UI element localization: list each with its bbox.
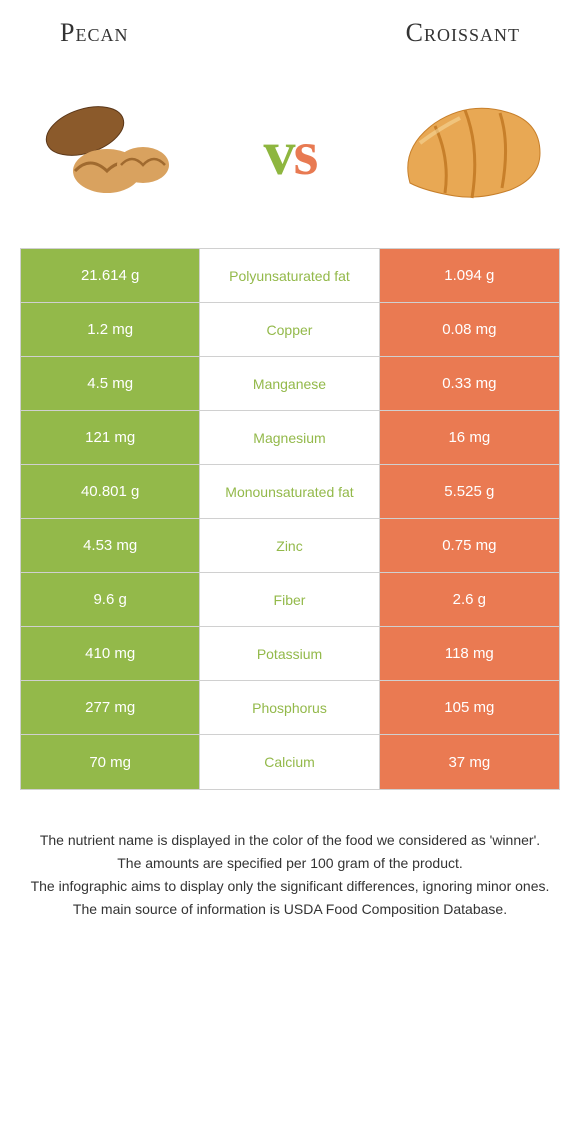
left-value: 277 mg [21, 681, 200, 734]
table-row: 4.5 mgManganese0.33 mg [21, 357, 559, 411]
nutrient-label: Monounsaturated fat [200, 465, 379, 518]
croissant-image [390, 83, 550, 223]
left-food-title: Pecan [60, 18, 128, 48]
table-row: 277 mgPhosphorus105 mg [21, 681, 559, 735]
footer-line: The infographic aims to display only the… [30, 876, 550, 897]
nutrient-label: Phosphorus [200, 681, 379, 734]
right-value: 5.525 g [380, 465, 559, 518]
left-value: 4.53 mg [21, 519, 200, 572]
footer-notes: The nutrient name is displayed in the co… [30, 830, 550, 920]
right-value: 1.094 g [380, 249, 559, 302]
table-row: 4.53 mgZinc0.75 mg [21, 519, 559, 573]
vs-s: s [294, 117, 317, 188]
right-value: 2.6 g [380, 573, 559, 626]
nutrient-label: Zinc [200, 519, 379, 572]
table-row: 410 mgPotassium118 mg [21, 627, 559, 681]
left-value: 121 mg [21, 411, 200, 464]
images-row: vs [0, 48, 580, 248]
table-row: 9.6 gFiber2.6 g [21, 573, 559, 627]
nutrient-label: Calcium [200, 735, 379, 789]
right-value: 16 mg [380, 411, 559, 464]
right-food-title: Croissant [406, 18, 520, 48]
left-value: 1.2 mg [21, 303, 200, 356]
right-value: 105 mg [380, 681, 559, 734]
table-row: 21.614 gPolyunsaturated fat1.094 g [21, 249, 559, 303]
nutrient-label: Polyunsaturated fat [200, 249, 379, 302]
left-value: 21.614 g [21, 249, 200, 302]
table-row: 70 mgCalcium37 mg [21, 735, 559, 789]
left-value: 9.6 g [21, 573, 200, 626]
nutrient-table: 21.614 gPolyunsaturated fat1.094 g1.2 mg… [20, 248, 560, 790]
nutrient-label: Copper [200, 303, 379, 356]
nutrient-label: Fiber [200, 573, 379, 626]
nutrient-label: Magnesium [200, 411, 379, 464]
right-value: 118 mg [380, 627, 559, 680]
left-value: 40.801 g [21, 465, 200, 518]
right-value: 0.08 mg [380, 303, 559, 356]
right-value: 0.75 mg [380, 519, 559, 572]
table-row: 1.2 mgCopper0.08 mg [21, 303, 559, 357]
left-value: 70 mg [21, 735, 200, 789]
table-row: 121 mgMagnesium16 mg [21, 411, 559, 465]
right-value: 37 mg [380, 735, 559, 789]
table-row: 40.801 gMonounsaturated fat5.525 g [21, 465, 559, 519]
left-value: 4.5 mg [21, 357, 200, 410]
vs-v: v [264, 117, 294, 188]
nutrient-label: Potassium [200, 627, 379, 680]
nutrient-label: Manganese [200, 357, 379, 410]
footer-line: The amounts are specified per 100 gram o… [30, 853, 550, 874]
header: Pecan Croissant [0, 0, 580, 48]
footer-line: The nutrient name is displayed in the co… [30, 830, 550, 851]
footer-line: The main source of information is USDA F… [30, 899, 550, 920]
vs-label: vs [264, 116, 317, 190]
left-value: 410 mg [21, 627, 200, 680]
right-value: 0.33 mg [380, 357, 559, 410]
pecan-image [30, 83, 190, 223]
